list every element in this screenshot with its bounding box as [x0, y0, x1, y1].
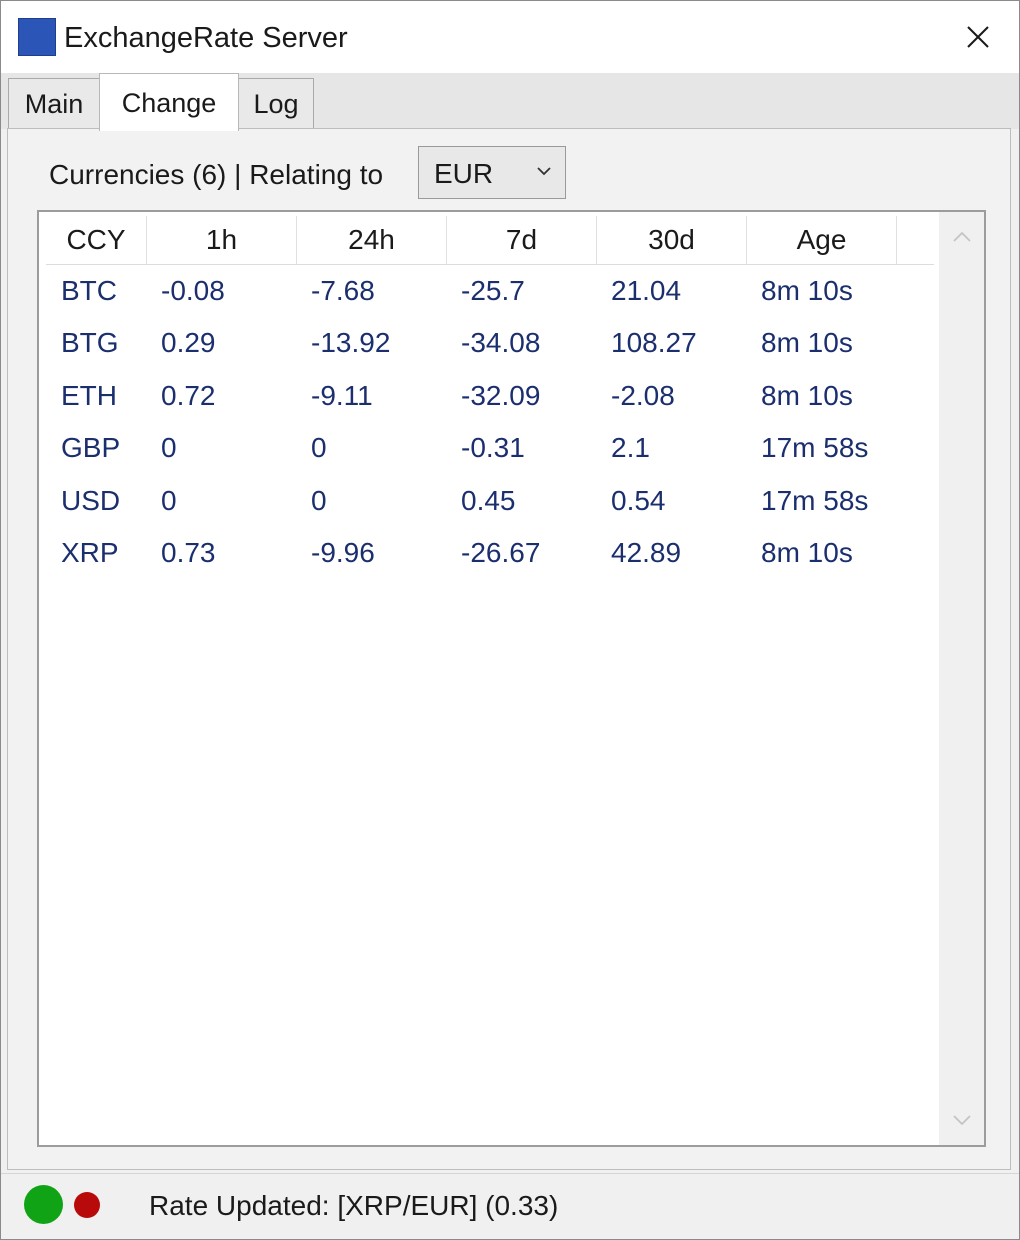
cell-ccy: BTG [61, 327, 119, 359]
cell-7d: -26.67 [461, 536, 541, 568]
cell-7d: -25.7 [461, 275, 525, 306]
cell-7d: -34.08 [461, 327, 541, 359]
cell-30d: 108.27 [611, 327, 697, 359]
column-header-24h[interactable]: 24h [297, 216, 447, 264]
chevron-down-icon [537, 167, 551, 176]
status-message: Rate Updated: [XRP/EUR] (0.33) [149, 1190, 559, 1221]
table-row[interactable]: BTC -0.08 -7.68 -25.7 21.04 8m 10s [46, 270, 934, 322]
cell-1h: 0 [161, 432, 177, 464]
cell-24h: -13.92 [311, 327, 391, 359]
cell-7d: -32.09 [461, 379, 541, 411]
scroll-down-button[interactable] [939, 1098, 984, 1143]
chevron-up-icon [952, 231, 971, 242]
cell-24h: -9.11 [311, 379, 373, 411]
base-currency-value: EUR [434, 158, 494, 189]
table-row[interactable]: BTG 0.29 -13.92 -34.08 108.27 8m 10s [46, 322, 934, 374]
grid-rows: BTC -0.08 -7.68 -25.7 21.04 8m 10s BTG 0… [46, 270, 934, 584]
cell-age: 8m 10s [761, 536, 853, 568]
chevron-down-icon [952, 1115, 971, 1126]
cell-age: 8m 10s [761, 327, 853, 359]
title-bar: ExchangeRate Server [1, 1, 1019, 73]
base-currency-dropdown[interactable]: EUR [418, 146, 566, 199]
cell-ccy: XRP [61, 536, 119, 568]
cell-24h: -9.96 [311, 536, 375, 568]
cell-1h: 0.73 [161, 536, 216, 568]
red-status-icon [74, 1192, 100, 1218]
scroll-up-button[interactable] [939, 214, 984, 259]
app-icon [18, 18, 56, 56]
cell-1h: 0.72 [161, 379, 216, 411]
cell-1h: -0.08 [161, 275, 225, 306]
cell-1h: 0 [161, 484, 177, 516]
cell-30d: 42.89 [611, 536, 682, 568]
cell-30d: 2.1 [611, 432, 650, 464]
column-header-1h[interactable]: 1h [147, 216, 297, 264]
cell-ccy: GBP [61, 432, 121, 464]
vertical-scrollbar[interactable] [939, 212, 984, 1145]
close-button[interactable] [937, 1, 1019, 73]
cell-1h: 0.29 [161, 327, 216, 359]
cell-age: 8m 10s [761, 379, 853, 411]
cell-ccy: USD [61, 484, 121, 516]
tab-change[interactable]: Change [99, 73, 239, 131]
cell-30d: 0.54 [611, 484, 666, 516]
cell-24h: -7.68 [311, 275, 375, 306]
tab-log[interactable]: Log [238, 78, 314, 129]
window-title: ExchangeRate Server [64, 22, 348, 54]
column-header-age[interactable]: Age [747, 216, 897, 264]
table-row[interactable]: ETH 0.72 -9.11 -32.09 -2.08 8m 10s [46, 375, 934, 427]
table-row[interactable]: GBP 0 0 -0.31 2.1 17m 58s [46, 427, 934, 479]
tab-main[interactable]: Main [8, 78, 100, 129]
green-status-icon [24, 1185, 63, 1224]
close-icon [967, 26, 989, 48]
table-row[interactable]: XRP 0.73 -9.96 -26.67 42.89 8m 10s [46, 532, 934, 584]
cell-30d: -2.08 [611, 379, 675, 411]
column-header-30d[interactable]: 30d [597, 216, 747, 264]
cell-ccy: ETH [61, 379, 117, 411]
tab-strip: Main Log Change [1, 73, 1019, 131]
currencies-label: Currencies (6) | Relating to [49, 159, 384, 190]
cell-age: 8m 10s [761, 275, 853, 306]
cell-24h: 0 [311, 484, 327, 516]
cell-7d: 0.45 [461, 484, 516, 516]
status-bar: Rate Updated: [XRP/EUR] (0.33) [1, 1173, 1019, 1239]
column-header-ccy[interactable]: CCY [46, 216, 147, 264]
cell-24h: 0 [311, 432, 327, 464]
grid-header: CCY 1h 24h 7d 30d Age [46, 216, 934, 265]
rates-change-grid[interactable]: CCY 1h 24h 7d 30d Age BTC -0.08 -7.68 -2… [37, 210, 986, 1147]
cell-30d: 21.04 [611, 275, 682, 306]
cell-7d: -0.31 [461, 432, 525, 464]
cell-ccy: BTC [61, 275, 117, 306]
cell-age: 17m 58s [761, 484, 869, 516]
change-tab-panel: Currencies (6) | Relating to EUR CCY 1h … [7, 128, 1011, 1170]
cell-age: 17m 58s [761, 432, 869, 464]
table-row[interactable]: USD 0 0 0.45 0.54 17m 58s [46, 480, 934, 532]
column-header-7d[interactable]: 7d [447, 216, 597, 264]
